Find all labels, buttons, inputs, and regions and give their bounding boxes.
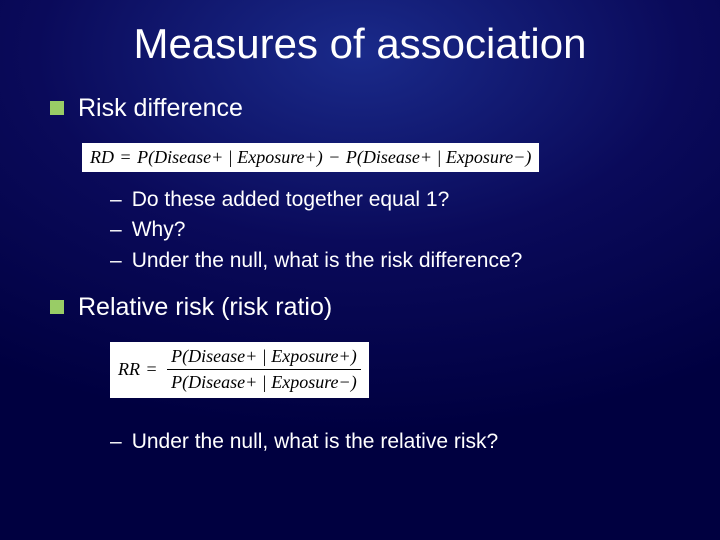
equals-sign: = bbox=[121, 147, 131, 167]
sub-bullet-row: – Why? bbox=[110, 216, 670, 244]
sub-bullet-row: – Do these added together equal 1? bbox=[110, 186, 670, 214]
slide: Measures of association Risk difference … bbox=[0, 0, 720, 540]
sub-bullet-text: Under the null, what is the risk differe… bbox=[132, 247, 523, 275]
sub-bullet-text: Under the null, what is the relative ris… bbox=[132, 428, 499, 456]
formula-term-left: P(Disease+ | Exposure+) bbox=[137, 147, 323, 167]
dash-icon: – bbox=[110, 428, 122, 456]
fraction: P(Disease+ | Exposure+) P(Disease+ | Exp… bbox=[167, 346, 361, 394]
bullet-row: Risk difference bbox=[50, 92, 670, 125]
fraction-denominator: P(Disease+ | Exposure−) bbox=[167, 370, 361, 394]
bullet-square-icon bbox=[50, 300, 64, 314]
equals-sign: = bbox=[147, 359, 157, 379]
formula-rd: RD = P(Disease+ | Exposure+) − P(Disease… bbox=[82, 143, 539, 173]
sub-bullet-text: Do these added together equal 1? bbox=[132, 186, 450, 214]
formula-lhs: RR bbox=[118, 359, 140, 379]
dash-icon: – bbox=[110, 216, 122, 244]
sub-bullet-row: – Under the null, what is the risk diffe… bbox=[110, 247, 670, 275]
fraction-numerator: P(Disease+ | Exposure+) bbox=[167, 346, 361, 371]
bullet-heading: Relative risk (risk ratio) bbox=[78, 291, 332, 324]
sub-bullet-row: – Under the null, what is the relative r… bbox=[110, 428, 670, 456]
bullet-square-icon bbox=[50, 101, 64, 115]
bullet-row: Relative risk (risk ratio) bbox=[50, 291, 670, 324]
slide-title: Measures of association bbox=[50, 20, 670, 68]
dash-icon: – bbox=[110, 247, 122, 275]
dash-icon: – bbox=[110, 186, 122, 214]
minus-sign: − bbox=[329, 147, 339, 167]
formula-rr: RR = P(Disease+ | Exposure+) P(Disease+ … bbox=[110, 342, 369, 398]
formula-lhs: RD bbox=[90, 147, 114, 167]
formula-term-right: P(Disease+ | Exposure−) bbox=[346, 147, 532, 167]
sub-bullet-text: Why? bbox=[132, 216, 186, 244]
bullet-heading: Risk difference bbox=[78, 92, 243, 125]
